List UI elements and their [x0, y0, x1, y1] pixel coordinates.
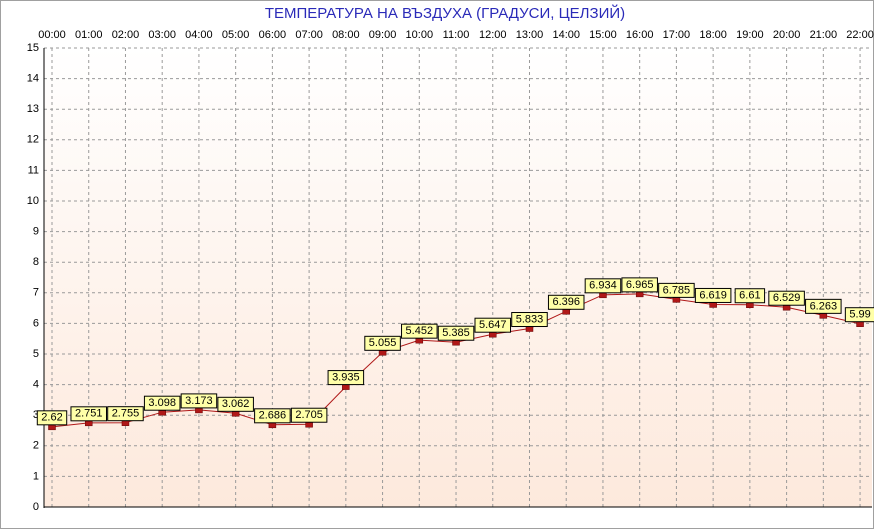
data-label: 5.99 [849, 309, 870, 321]
data-label: 5.055 [369, 337, 397, 349]
data-label-box [805, 298, 842, 314]
y-tick-label: 3 [33, 409, 39, 421]
x-tick-label: 09:00 [369, 29, 397, 41]
y-tick-label: 11 [28, 164, 39, 176]
x-tick-label: 12:00 [479, 29, 507, 41]
x-tick-label: 15:00 [589, 29, 617, 41]
data-label-box [327, 370, 365, 386]
plot-area [44, 48, 872, 507]
data-label: 3.062 [222, 398, 250, 410]
chart-title: ТЕМПЕРАТУРА НА ВЪЗДУХА (ГРАДУСИ, ЦЕЛЗИЙ) [265, 4, 625, 22]
data-label: 3.098 [148, 397, 176, 409]
y-tick-label: 1 [33, 470, 39, 482]
data-label-box [70, 406, 107, 422]
data-label: 5.385 [442, 327, 470, 339]
data-label: 6.785 [663, 284, 691, 296]
x-tick-label: 05:00 [222, 29, 250, 41]
x-tick-label: 20:00 [773, 29, 801, 41]
data-label: 3.173 [185, 395, 213, 407]
x-tick-label: 13:00 [516, 29, 544, 41]
y-tick-label: 9 [33, 226, 39, 238]
data-label-box [844, 307, 874, 323]
data-label: 2.755 [112, 408, 140, 420]
x-tick-label: 19:00 [736, 29, 764, 41]
y-tick-label: 10 [27, 195, 39, 207]
data-label-box [437, 325, 475, 341]
data-label: 2.62 [41, 412, 62, 424]
y-tick-label: 15 [27, 42, 39, 54]
data-label-box [290, 407, 328, 423]
data-label: 5.452 [406, 325, 434, 337]
data-label-box [401, 323, 438, 339]
x-tick-label: 10:00 [406, 29, 434, 41]
y-tick-label: 7 [33, 287, 39, 299]
data-label: 6.529 [773, 292, 801, 304]
data-label: 6.965 [626, 279, 654, 291]
data-label: 3.935 [332, 371, 360, 383]
data-label: 2.686 [259, 410, 287, 422]
x-tick-label: 16:00 [626, 29, 654, 41]
data-label-box [768, 290, 805, 306]
y-tick-label: 4 [33, 379, 39, 391]
y-tick-label: 13 [27, 103, 39, 115]
data-label-box [694, 287, 732, 303]
x-tick-label: 08:00 [332, 29, 360, 41]
x-tick-label: 14:00 [552, 29, 580, 41]
x-tick-label: 07:00 [295, 29, 323, 41]
y-tick-label: 5 [33, 348, 39, 360]
data-label-box [36, 410, 68, 426]
data-label: 6.263 [810, 300, 838, 312]
data-label-box [621, 277, 658, 293]
data-label: 5.833 [516, 313, 544, 325]
x-tick-label: 04:00 [185, 29, 213, 41]
data-label-box [734, 288, 766, 304]
x-tick-label: 00:00 [38, 29, 66, 41]
y-tick-label: 12 [27, 134, 39, 146]
y-tick-label: 14 [27, 73, 39, 85]
data-label: 6.396 [552, 296, 580, 308]
x-tick-label: 11:00 [443, 29, 470, 41]
data-label-box [658, 282, 695, 298]
data-label: 6.619 [699, 289, 727, 301]
data-label-box [547, 294, 585, 310]
data-label: 6.61 [739, 290, 760, 302]
data-label-box [143, 395, 181, 411]
y-tick-label: 2 [33, 440, 39, 452]
y-tick-label: 6 [33, 317, 39, 329]
data-label-box [107, 406, 144, 422]
data-label-box [511, 312, 548, 328]
x-tick-label: 02:00 [112, 29, 140, 41]
data-label-box [254, 408, 291, 424]
data-label-box [364, 335, 401, 351]
data-label-box [180, 393, 218, 409]
data-label: 2.705 [295, 409, 323, 421]
x-tick-label: 22:00 [846, 29, 874, 41]
data-label: 5.647 [479, 319, 507, 331]
data-label-box [584, 278, 622, 294]
data-label: 6.934 [589, 280, 617, 292]
x-tick-label: 06:00 [259, 29, 287, 41]
x-tick-label: 17:00 [663, 29, 691, 41]
x-tick-label: 18:00 [699, 29, 727, 41]
data-label-box [474, 317, 512, 333]
x-tick-label: 21:00 [810, 29, 838, 41]
y-tick-label: 0 [33, 501, 39, 513]
y-tick-label: 8 [33, 256, 39, 268]
x-tick-label: 01:00 [75, 29, 103, 41]
data-label: 2.751 [75, 408, 103, 420]
data-label-box [217, 396, 254, 412]
x-tick-label: 03:00 [148, 29, 176, 41]
